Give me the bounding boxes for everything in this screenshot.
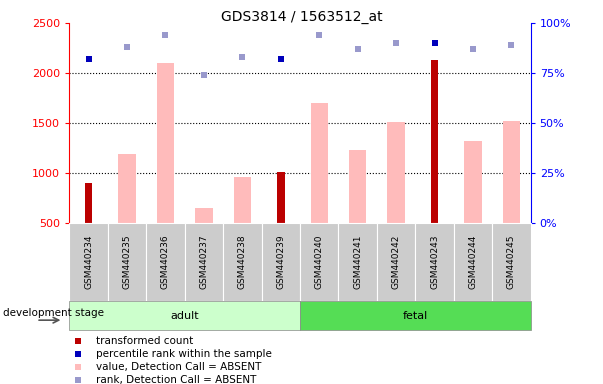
Text: fetal: fetal — [403, 311, 428, 321]
Bar — [492, 223, 531, 301]
Bar — [431, 60, 438, 223]
Bar — [185, 223, 223, 301]
Text: GSM440238: GSM440238 — [238, 235, 247, 290]
Text: rank, Detection Call = ABSENT: rank, Detection Call = ABSENT — [96, 376, 257, 384]
Bar — [503, 121, 520, 223]
Bar — [108, 223, 146, 301]
Bar — [84, 183, 92, 223]
Bar — [349, 150, 366, 223]
Bar — [195, 208, 212, 223]
Text: percentile rank within the sample: percentile rank within the sample — [96, 349, 273, 359]
Text: GSM440240: GSM440240 — [315, 235, 324, 289]
Bar — [69, 301, 300, 330]
Text: GSM440234: GSM440234 — [84, 235, 93, 289]
Bar — [234, 177, 251, 223]
Bar — [300, 301, 531, 330]
Bar — [338, 223, 377, 301]
Bar — [262, 223, 300, 301]
Bar — [464, 141, 482, 223]
Bar — [415, 223, 453, 301]
Bar — [118, 154, 136, 223]
Bar — [454, 223, 492, 301]
Bar — [69, 223, 108, 301]
Text: GSM440237: GSM440237 — [200, 235, 209, 290]
Bar — [223, 223, 262, 301]
Text: transformed count: transformed count — [96, 336, 194, 346]
Text: GSM440239: GSM440239 — [276, 235, 285, 290]
Text: GSM440244: GSM440244 — [469, 235, 478, 289]
Bar — [311, 103, 328, 223]
Text: value, Detection Call = ABSENT: value, Detection Call = ABSENT — [96, 362, 262, 372]
Bar — [277, 172, 285, 223]
Bar — [146, 223, 185, 301]
Bar — [377, 223, 415, 301]
Text: GSM440245: GSM440245 — [507, 235, 516, 289]
Text: adult: adult — [171, 311, 199, 321]
Text: GSM440243: GSM440243 — [430, 235, 439, 289]
Bar — [300, 223, 338, 301]
Text: GSM440236: GSM440236 — [161, 235, 170, 290]
Text: GSM440235: GSM440235 — [122, 235, 131, 290]
Text: GSM440242: GSM440242 — [391, 235, 400, 289]
Text: GSM440241: GSM440241 — [353, 235, 362, 289]
Bar — [388, 122, 405, 223]
Text: development stage: development stage — [3, 308, 104, 318]
Text: GDS3814 / 1563512_at: GDS3814 / 1563512_at — [221, 10, 382, 23]
Bar — [157, 63, 174, 223]
